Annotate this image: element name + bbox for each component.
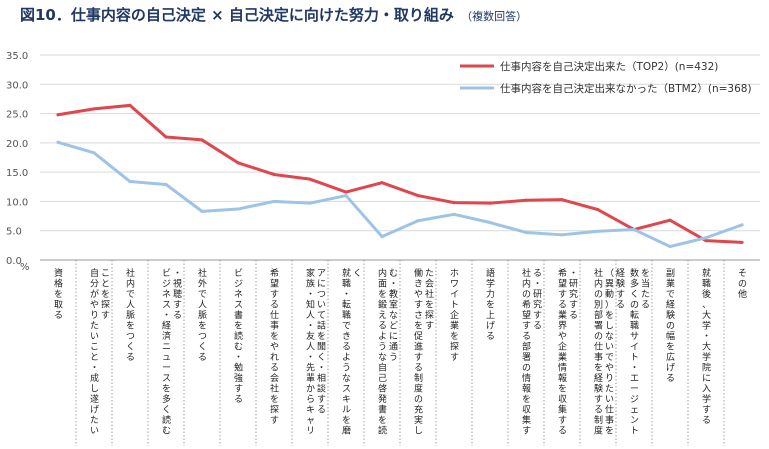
data-point: [344, 190, 348, 194]
data-point: [308, 201, 312, 205]
data-point: [668, 244, 672, 249]
data-point: [452, 212, 456, 216]
data-point: [452, 201, 456, 205]
category-label: ビジネス・経済ニュースを多く読む・視聴する: [162, 268, 182, 437]
y-tick-label: 35.0: [6, 51, 28, 62]
data-point: [56, 140, 60, 144]
category-label: 社外で人脈をつくる: [198, 267, 207, 363]
legend-label: 仕事内容を自己決定出来なかった（BTM2）(n=368): [500, 82, 752, 95]
data-point: [704, 236, 708, 240]
series-line-2: [57, 140, 743, 249]
category-label: ビジネス書を読む・勉強する: [234, 268, 243, 405]
data-point: [236, 207, 240, 211]
category-label: 自分がやりたいこと・成し遂げたいことを探す: [90, 267, 110, 437]
y-tick-label: 25.0: [6, 110, 28, 121]
data-point: [128, 179, 132, 184]
data-point: [200, 138, 204, 142]
data-point: [380, 181, 384, 185]
data-point: [524, 230, 528, 235]
chart-title: 図10．仕事内容の自己決定 × 自己決定に向けた努力・取り組み （複数回答）: [20, 4, 527, 25]
y-tick-label: 10.0: [6, 197, 28, 208]
category-label: 家族・知人・友人・先輩からキャリアについて話を聞く・相談する: [306, 267, 326, 437]
data-point: [740, 240, 744, 245]
data-point: [308, 177, 312, 181]
data-point: [128, 103, 132, 107]
data-point: [596, 229, 600, 233]
y-tick-label: 20.0: [6, 139, 28, 150]
data-point: [416, 219, 420, 223]
y-unit-label: %: [20, 262, 30, 273]
data-point: [488, 220, 492, 225]
y-tick-label: 5.0: [6, 227, 22, 238]
data-point: [416, 193, 420, 198]
data-point: [272, 172, 276, 177]
category-label: 内面を鍛えるような自己啓発書を読む・教室などに通う: [378, 267, 398, 437]
category-label: 就職・転職できるようなスキルを磨く: [342, 267, 362, 437]
category-label: 語学力を上げる: [486, 267, 495, 342]
data-point: [560, 233, 564, 237]
data-point: [704, 239, 708, 243]
category-label: 数多くの転職サイト・エージェントを当たる: [630, 267, 650, 437]
data-point: [200, 209, 204, 213]
data-point: [272, 199, 276, 204]
data-point: [92, 107, 96, 111]
category-label: 社内の希望する部署の情報を収集する・研究する: [522, 267, 542, 437]
chart-title-note: （複数回答）: [461, 10, 528, 23]
category-label: 就職後、大学・大学院に入学する: [702, 267, 711, 426]
category-label: 資格を取る: [54, 267, 63, 321]
category-label: 社内で人脈をつくる: [126, 267, 135, 363]
chart-title-text: 図10．仕事内容の自己決定 × 自己決定に向けた努力・取り組み: [20, 6, 454, 24]
category-label: ホワイト企業を探す: [450, 268, 459, 363]
data-point: [668, 218, 672, 222]
data-point: [380, 234, 384, 239]
category-label: その他: [738, 268, 747, 300]
data-point: [236, 161, 240, 165]
category-label: 働きやすさを促進する制度の充実した会社を探す: [414, 267, 434, 437]
data-point: [164, 182, 168, 187]
data-point: [524, 198, 528, 202]
data-point: [560, 198, 564, 202]
data-point: [632, 227, 636, 232]
data-point: [488, 201, 492, 205]
y-tick-label: 15.0: [6, 168, 28, 179]
category-label: 希望する仕事をやれる会社を探す: [270, 267, 279, 426]
category-label: 希望する業界や企業情報を収集する・研究する: [558, 267, 578, 437]
category-label: 副業で経験の幅を広げる: [666, 268, 675, 384]
data-point: [92, 151, 96, 155]
category-label: 社内の別部署の仕事を経験する制度（異動）をしないでやりたい仕事を経験する: [594, 267, 625, 437]
data-point: [596, 208, 600, 212]
y-tick-label: 30.0: [6, 80, 28, 91]
data-point: [164, 135, 168, 139]
data-point: [740, 223, 744, 227]
data-point: [344, 193, 348, 198]
y-tick-label: 0.0: [6, 256, 22, 267]
series-line-1: [57, 103, 743, 244]
data-point: [56, 113, 60, 117]
legend-label: 仕事内容を自己決定出来た（TOP2）(n=432): [500, 60, 718, 73]
